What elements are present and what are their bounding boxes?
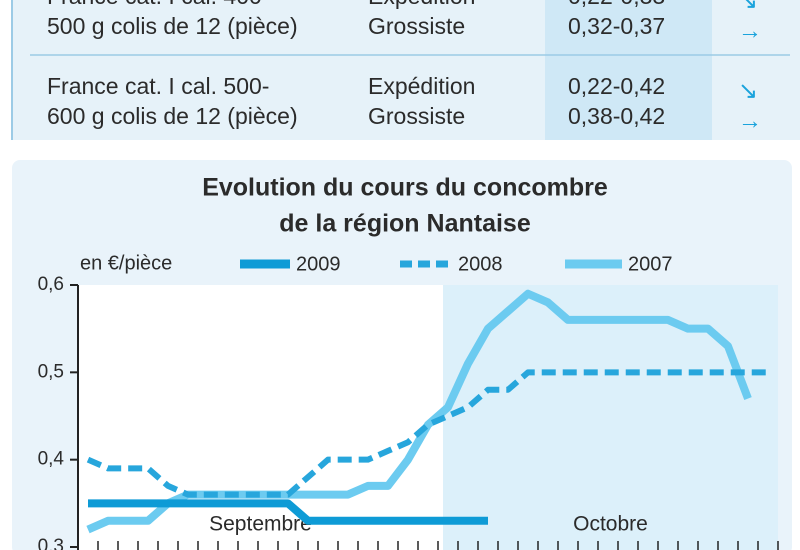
price-label: 0,22-0,33 [568,0,665,9]
stage-label: Grossiste [368,13,465,39]
series-line [88,499,488,525]
y-tick-label: 0,3 [38,536,64,550]
y-axis-label: en €/pièce [80,252,172,274]
trend-arrow: → [738,107,762,134]
price-column [545,0,712,140]
month-region [443,285,778,550]
stage-label: Grossiste [368,103,465,129]
stage-label: Expédition [368,0,475,9]
month-region [78,285,443,550]
stage-label: Expédition [368,73,475,99]
month-label: Octobre [573,513,648,536]
product-label: France cat. I cal. 500- [47,73,269,99]
legend-label: 2008 [458,253,503,275]
trend-arrow: ↘ [738,0,758,14]
price-label: 0,22-0,42 [568,73,665,99]
series-line [86,289,752,534]
y-tick-label: 0,6 [38,274,64,295]
series-line [86,369,768,498]
product-label: 600 g colis de 12 (pièce) [47,103,298,129]
price-label: 0,38-0,42 [568,103,665,129]
trend-arrow: → [738,17,762,44]
trend-arrow: ↘ [738,77,758,104]
month-label: Septembre [209,513,312,536]
legend-label: 2007 [628,253,673,275]
product-label: France cat. I cal. 400- [47,0,269,9]
y-tick-label: 0,4 [38,449,65,470]
y-tick-label: 0,5 [38,361,64,382]
legend-label: 2009 [296,253,341,275]
price-label: 0,32-0,37 [568,13,665,39]
product-label: 500 g colis de 12 (pièce) [47,13,298,39]
chart-title: Evolution du cours du concombre [202,174,608,202]
chart-title: de la région Nantaise [279,210,531,238]
